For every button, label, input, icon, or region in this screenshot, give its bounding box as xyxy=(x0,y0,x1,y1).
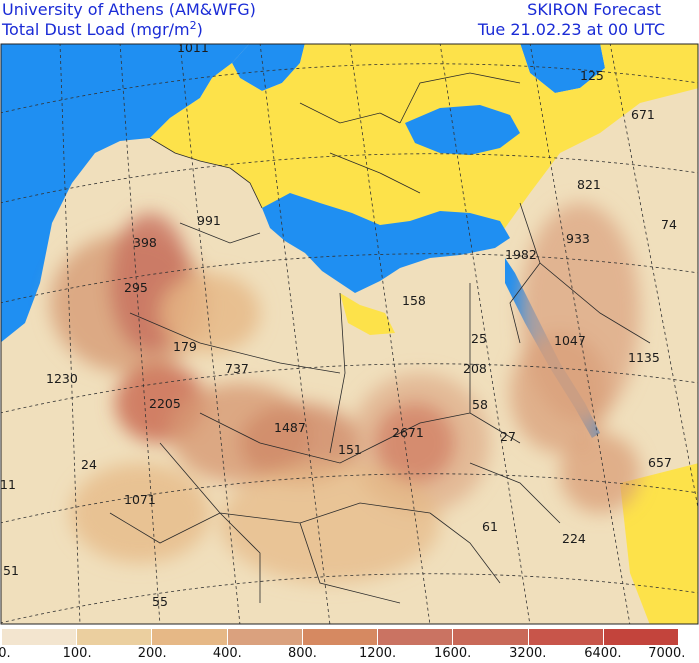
field-close: ) xyxy=(196,20,203,39)
legend-swatch xyxy=(603,629,678,645)
legend-swatch xyxy=(528,629,604,645)
value-label: 671 xyxy=(631,107,655,122)
mediterranean-sea xyxy=(262,193,510,293)
value-label: 657 xyxy=(648,455,672,470)
value-label: 1047 xyxy=(554,333,586,348)
value-label: 821 xyxy=(577,177,601,192)
color-legend xyxy=(2,629,678,645)
value-label: 1982 xyxy=(505,247,537,262)
graticule xyxy=(1,44,698,624)
value-label: 208 xyxy=(463,361,487,376)
legend-swatch xyxy=(453,629,529,645)
value-label: 1011 xyxy=(177,43,209,55)
legend-ticks: 10. 100. 200. 400. 800. 1200. 1600. 3200. 6400. 7… xyxy=(0,646,699,663)
value-label: 51 xyxy=(3,563,19,578)
field-name: Total Dust Load (mgr/m xyxy=(2,20,190,39)
value-label: 179 xyxy=(173,339,197,354)
product-title: SKIRON Forecast xyxy=(527,0,661,19)
value-label: 11 xyxy=(0,477,16,492)
value-label: 24 xyxy=(81,457,97,472)
legend-tick-label: 6400. xyxy=(584,646,622,661)
value-label: 1230 xyxy=(46,371,78,386)
map-frame xyxy=(0,43,699,625)
legend-tick-label: 3200. xyxy=(509,646,547,661)
legend-tick-label: 100. xyxy=(62,646,92,661)
value-label: 2205 xyxy=(149,396,181,411)
value-label: 224 xyxy=(562,531,586,546)
field-title: Total Dust Load (mgr/m2) xyxy=(2,20,203,39)
legend-tick-label: 400. xyxy=(212,646,242,661)
value-label: 295 xyxy=(124,280,148,295)
arabia-clean-air xyxy=(620,463,698,624)
value-label: 61 xyxy=(482,519,498,534)
legend-tick-label: 10. xyxy=(0,646,11,661)
legend-swatch xyxy=(2,629,78,645)
value-label: 2671 xyxy=(392,425,424,440)
value-label: 151 xyxy=(338,442,362,457)
valid-time: Tue 21.02.23 at 00 UTC xyxy=(477,20,665,39)
libya-clean-air xyxy=(340,293,395,335)
value-label: 55 xyxy=(152,594,168,609)
country-borders xyxy=(109,72,651,604)
legend-tick-label: 1200. xyxy=(358,646,397,661)
value-label: 1487 xyxy=(274,420,306,435)
legend-swatch xyxy=(152,629,228,645)
value-label: 58 xyxy=(472,397,488,412)
institution-title: University of Athens (AM&WFG) xyxy=(2,0,256,19)
legend-tick-label: 1600. xyxy=(434,646,472,661)
value-label: 1135 xyxy=(628,350,660,365)
value-label: 125 xyxy=(580,68,604,83)
field-exponent: 2 xyxy=(189,19,197,32)
value-label: 27 xyxy=(500,429,516,444)
value-label: 1071 xyxy=(124,492,156,507)
legend-swatch xyxy=(77,629,153,645)
legend-tick-label: 800. xyxy=(287,646,317,661)
legend-tick-label: 200. xyxy=(137,646,167,661)
value-labels: 1011 125 671 821 991 74 398 933 1982 295… xyxy=(0,43,677,609)
legend-swatch xyxy=(227,629,303,645)
value-label: 74 xyxy=(661,217,677,232)
value-label: 158 xyxy=(402,293,426,308)
black-sea xyxy=(405,105,520,155)
dust-map: 1011 125 671 821 991 74 398 933 1982 295… xyxy=(0,43,699,625)
value-label: 25 xyxy=(471,331,487,346)
value-label: 737 xyxy=(225,361,249,376)
value-label: 933 xyxy=(566,231,590,246)
value-label: 398 xyxy=(133,235,157,250)
legend-swatch xyxy=(378,629,454,645)
value-label: 991 xyxy=(197,213,221,228)
legend-swatch xyxy=(302,629,379,645)
legend-tick-label: 7000. xyxy=(648,646,686,661)
north-sea xyxy=(232,44,305,91)
atlantic-ocean xyxy=(1,44,250,343)
